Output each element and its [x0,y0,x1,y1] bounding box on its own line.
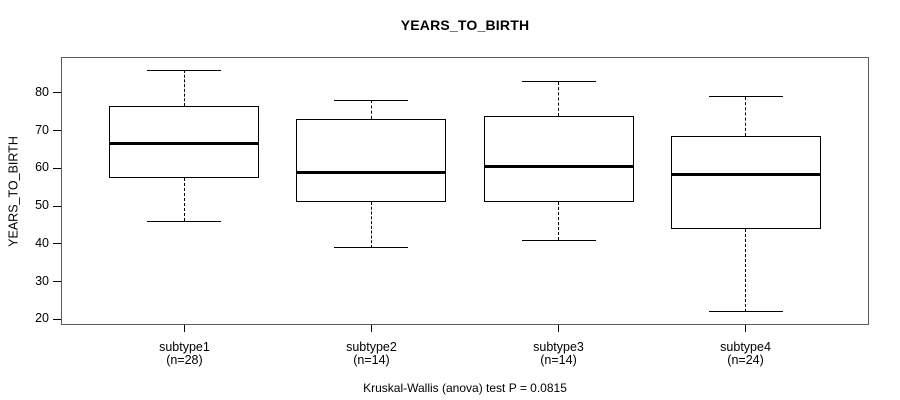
boxplot-box [109,106,260,178]
y-tick-label: 40 [35,235,49,250]
category-label: subtype3 [533,340,584,354]
boxplot-box [483,115,634,203]
whisker-line [745,96,747,137]
y-tick-mark [53,205,61,207]
y-tick-mark [53,281,61,283]
y-tick-label: 50 [35,198,49,213]
category-label: subtype2 [346,340,397,354]
y-tick-label: 20 [35,311,49,326]
x-tick-mark [370,325,372,332]
category-sublabel: (n=28) [166,353,203,367]
y-tick-mark [53,243,61,245]
y-tick-label: 70 [35,122,49,137]
y-tick-mark [53,130,61,132]
whisker-cap [147,69,222,71]
boxplot-box [296,119,447,203]
x-tick-mark [745,325,747,332]
category-label: subtype4 [720,340,771,354]
whisker-cap [708,96,783,98]
whisker-cap [334,99,409,101]
whisker-line [745,228,747,312]
whisker-line [183,177,185,222]
whisker-line [370,202,372,248]
whisker-line [558,81,560,116]
y-tick-label: 30 [35,273,49,288]
category-sublabel: (n=14) [353,353,390,367]
median-line [483,164,634,168]
category-sublabel: (n=24) [727,353,764,367]
y-tick-mark [53,318,61,320]
whisker-cap [521,239,596,241]
boxplot-box [670,136,821,229]
chart-title: YEARS_TO_BIRTH [400,17,530,33]
y-tick-mark [53,92,61,94]
y-tick-label: 80 [35,84,49,99]
x-tick-mark [558,325,560,332]
annotation-text: Kruskal-Wallis (anova) test P = 0.0815 [363,381,567,395]
whisker-cap [708,311,783,313]
whisker-line [558,202,560,241]
whisker-cap [521,81,596,83]
whisker-line [370,100,372,120]
whisker-cap [147,220,222,222]
median-line [109,142,260,146]
median-line [296,170,447,174]
whisker-line [183,70,185,107]
y-tick-label: 60 [35,160,49,175]
x-tick-mark [183,325,185,332]
category-label: subtype1 [159,340,210,354]
whisker-cap [334,247,409,249]
category-sublabel: (n=14) [540,353,577,367]
median-line [670,172,821,176]
y-tick-mark [53,167,61,169]
